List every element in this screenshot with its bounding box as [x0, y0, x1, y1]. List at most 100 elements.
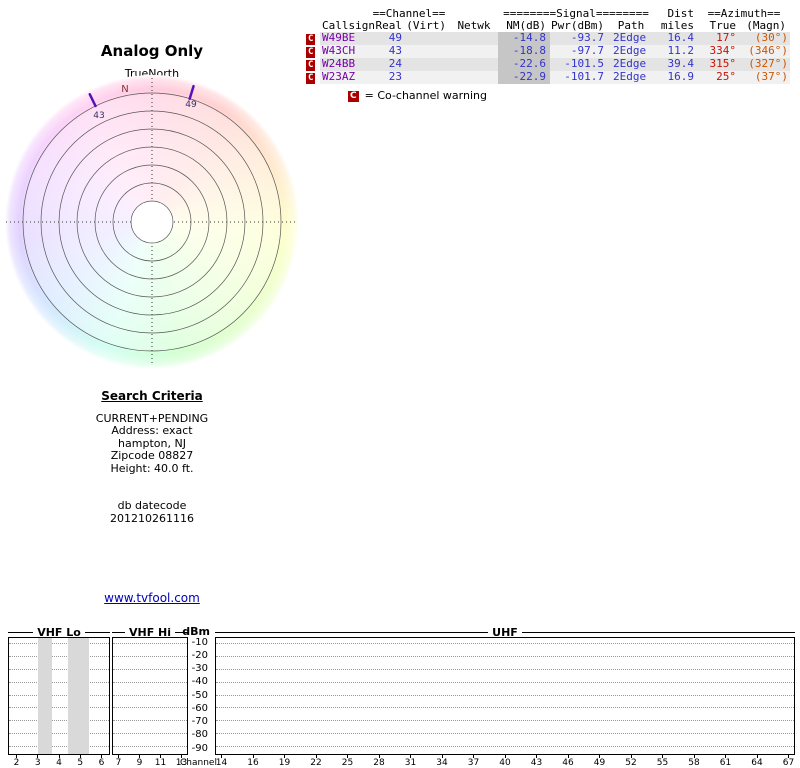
co-channel-flag: C	[306, 32, 320, 45]
path: 2Edge	[608, 32, 654, 45]
search-criteria-line: Zipcode 08827	[110, 449, 194, 462]
co-channel-flag: C	[306, 71, 320, 84]
x-axis-label: Channel	[180, 758, 217, 768]
callsign-link[interactable]: W43CH	[320, 45, 374, 58]
co-channel-flag: C	[306, 45, 320, 58]
col-header-callsign: Callsign	[322, 20, 374, 32]
nm-db: -18.8	[498, 45, 550, 58]
gridline	[9, 681, 109, 683]
page-title: Analog Only	[100, 42, 204, 60]
channel-tick: 4	[53, 755, 66, 768]
vhf-hi-gridlines	[113, 643, 187, 747]
channel-tick: 25	[341, 755, 354, 768]
channel-tick: 37	[467, 755, 480, 768]
section-header-vhf-hi: VHF Hi	[112, 626, 189, 639]
gridline	[216, 720, 794, 722]
channel-43-label: 43	[93, 111, 105, 121]
gridline	[216, 655, 794, 657]
network	[450, 71, 498, 84]
channel-tick: 13	[175, 755, 188, 768]
pwr-dbm: -97.7	[550, 45, 608, 58]
dist-miles: 11.2	[654, 45, 698, 58]
gridline	[113, 643, 187, 644]
gridline	[113, 681, 187, 683]
co-channel-flag: C	[306, 58, 320, 71]
search-criteria-heading: Search Criteria	[101, 389, 203, 403]
pwr-dbm: -101.7	[550, 71, 608, 84]
virt-channel	[406, 32, 450, 45]
gridline	[9, 720, 109, 722]
network	[450, 58, 498, 71]
azimuth-true: 17°	[698, 32, 740, 45]
path: 2Edge	[608, 58, 654, 71]
gridline	[216, 643, 794, 644]
table-group-header-row: ==Channel== ========Signal======== Dist …	[306, 8, 790, 20]
col-header-miles: miles	[660, 20, 694, 32]
channel-tick: 61	[719, 755, 732, 768]
table-row: C W24BB 24 -22.6 -101.5 2Edge 39.4 315° …	[306, 58, 790, 71]
real-channel: 23	[374, 71, 406, 84]
y-axis-unit-label: dBm	[182, 625, 210, 638]
channel-tick: 31	[404, 755, 417, 768]
polar-rings	[6, 78, 298, 366]
tvfool-link[interactable]: www.tvfool.com	[104, 591, 200, 605]
virt-channel	[406, 45, 450, 58]
gridline	[9, 655, 109, 657]
channel-tick: 16	[247, 755, 260, 768]
group-header-signal: ========Signal========	[503, 8, 649, 20]
col-header-path: Path	[617, 20, 645, 32]
section-header-uhf: UHF	[215, 626, 795, 639]
gridline	[216, 746, 794, 747]
gridline	[9, 733, 109, 735]
real-channel: 24	[374, 58, 406, 71]
gridline	[113, 694, 187, 696]
dist-miles: 16.4	[654, 32, 698, 45]
search-criteria-line: Height: 40.0 ft.	[110, 461, 194, 475]
nm-db: -22.9	[498, 71, 550, 84]
channel-tick: 22	[310, 755, 323, 768]
gridline	[113, 655, 187, 657]
gridline	[216, 668, 794, 670]
col-header-real: Real	[375, 20, 403, 32]
station-table: ==Channel== ========Signal======== Dist …	[306, 8, 790, 102]
dist-miles: 39.4	[654, 58, 698, 71]
shaded-band-ch3	[38, 638, 52, 754]
real-channel: 49	[374, 32, 406, 45]
search-criteria: Search Criteria CURRENT+PENDING Address:…	[0, 390, 304, 525]
table-column-header-row: Callsign Real (Virt) Netwk NM(dB) Pwr(dB…	[306, 20, 790, 32]
gridline	[9, 694, 109, 696]
channel-tick: 43	[530, 755, 543, 768]
site-link-wrap: www.tvfool.com	[0, 591, 304, 605]
callsign-link[interactable]: W24BB	[320, 58, 374, 71]
channel-tick: 46	[562, 755, 575, 768]
y-axis-tick-labels: -10 -20 -30 -40 -50 -60 -70 -80 -90	[191, 636, 208, 754]
shaded-band-ch5	[68, 638, 89, 754]
channel-tick: 2	[10, 755, 23, 768]
uhf-plot-area	[215, 637, 795, 755]
channel-tick: 58	[688, 755, 701, 768]
real-channel: 43	[374, 45, 406, 58]
uhf-gridlines	[216, 643, 794, 747]
table-row: C W43CH 43 -18.8 -97.7 2Edge 11.2 334° (…	[306, 45, 790, 58]
gridline	[9, 746, 109, 747]
gridline	[113, 746, 187, 747]
pwr-dbm: -93.7	[550, 32, 608, 45]
channel-49-marker	[188, 84, 195, 100]
dist-miles: 16.9	[654, 71, 698, 84]
channel-tick: 55	[656, 755, 669, 768]
db-datecode: db datecode 201210261116	[0, 499, 304, 525]
network	[450, 45, 498, 58]
azimuth-true: 315°	[698, 58, 740, 71]
nm-db: -14.8	[498, 32, 550, 45]
callsign-link[interactable]: W23AZ	[320, 71, 374, 84]
db-datecode-label: db datecode	[117, 499, 187, 512]
vhf-hi-plot-area	[112, 637, 188, 755]
channel-tick: 11	[154, 755, 167, 768]
search-criteria-line: CURRENT+PENDING	[95, 411, 209, 425]
col-header-magn: (Magn)	[746, 20, 786, 32]
callsign-link[interactable]: W49BE	[320, 32, 374, 45]
search-criteria-line: hampton, NJ	[118, 436, 186, 450]
azimuth-magn: (37°)	[740, 71, 790, 84]
virt-channel	[406, 58, 450, 71]
group-header-azimuth: ==Azimuth==	[707, 8, 781, 20]
